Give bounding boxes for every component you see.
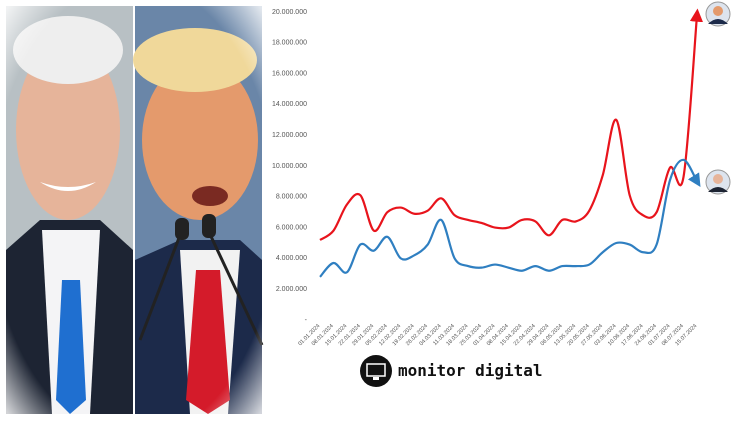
y-tick-label: 6.000.000 xyxy=(276,224,307,231)
photo-fade xyxy=(6,6,262,414)
y-tick-label: 16.000.000 xyxy=(272,70,307,77)
logo: monitor digital xyxy=(360,355,543,387)
y-tick-label: 18.000.000 xyxy=(272,40,307,47)
y-tick-label: 20.000.000 xyxy=(272,9,307,16)
y-tick-label: 2.000.000 xyxy=(276,286,307,293)
avatar-red xyxy=(705,1,731,27)
y-tick-label: 14.000.000 xyxy=(272,101,307,108)
y-tick-label: 12.000.000 xyxy=(272,132,307,139)
line-series xyxy=(319,158,701,278)
brand: monitor digital xyxy=(398,361,543,380)
y-tick-label: 8.000.000 xyxy=(276,194,307,201)
y-tick-label: 4.000.000 xyxy=(276,255,307,262)
line-series xyxy=(319,8,704,241)
avatar-blue xyxy=(705,169,731,195)
y-tick-label: 10.000.000 xyxy=(272,163,307,170)
y-tick-label: - xyxy=(305,317,308,324)
